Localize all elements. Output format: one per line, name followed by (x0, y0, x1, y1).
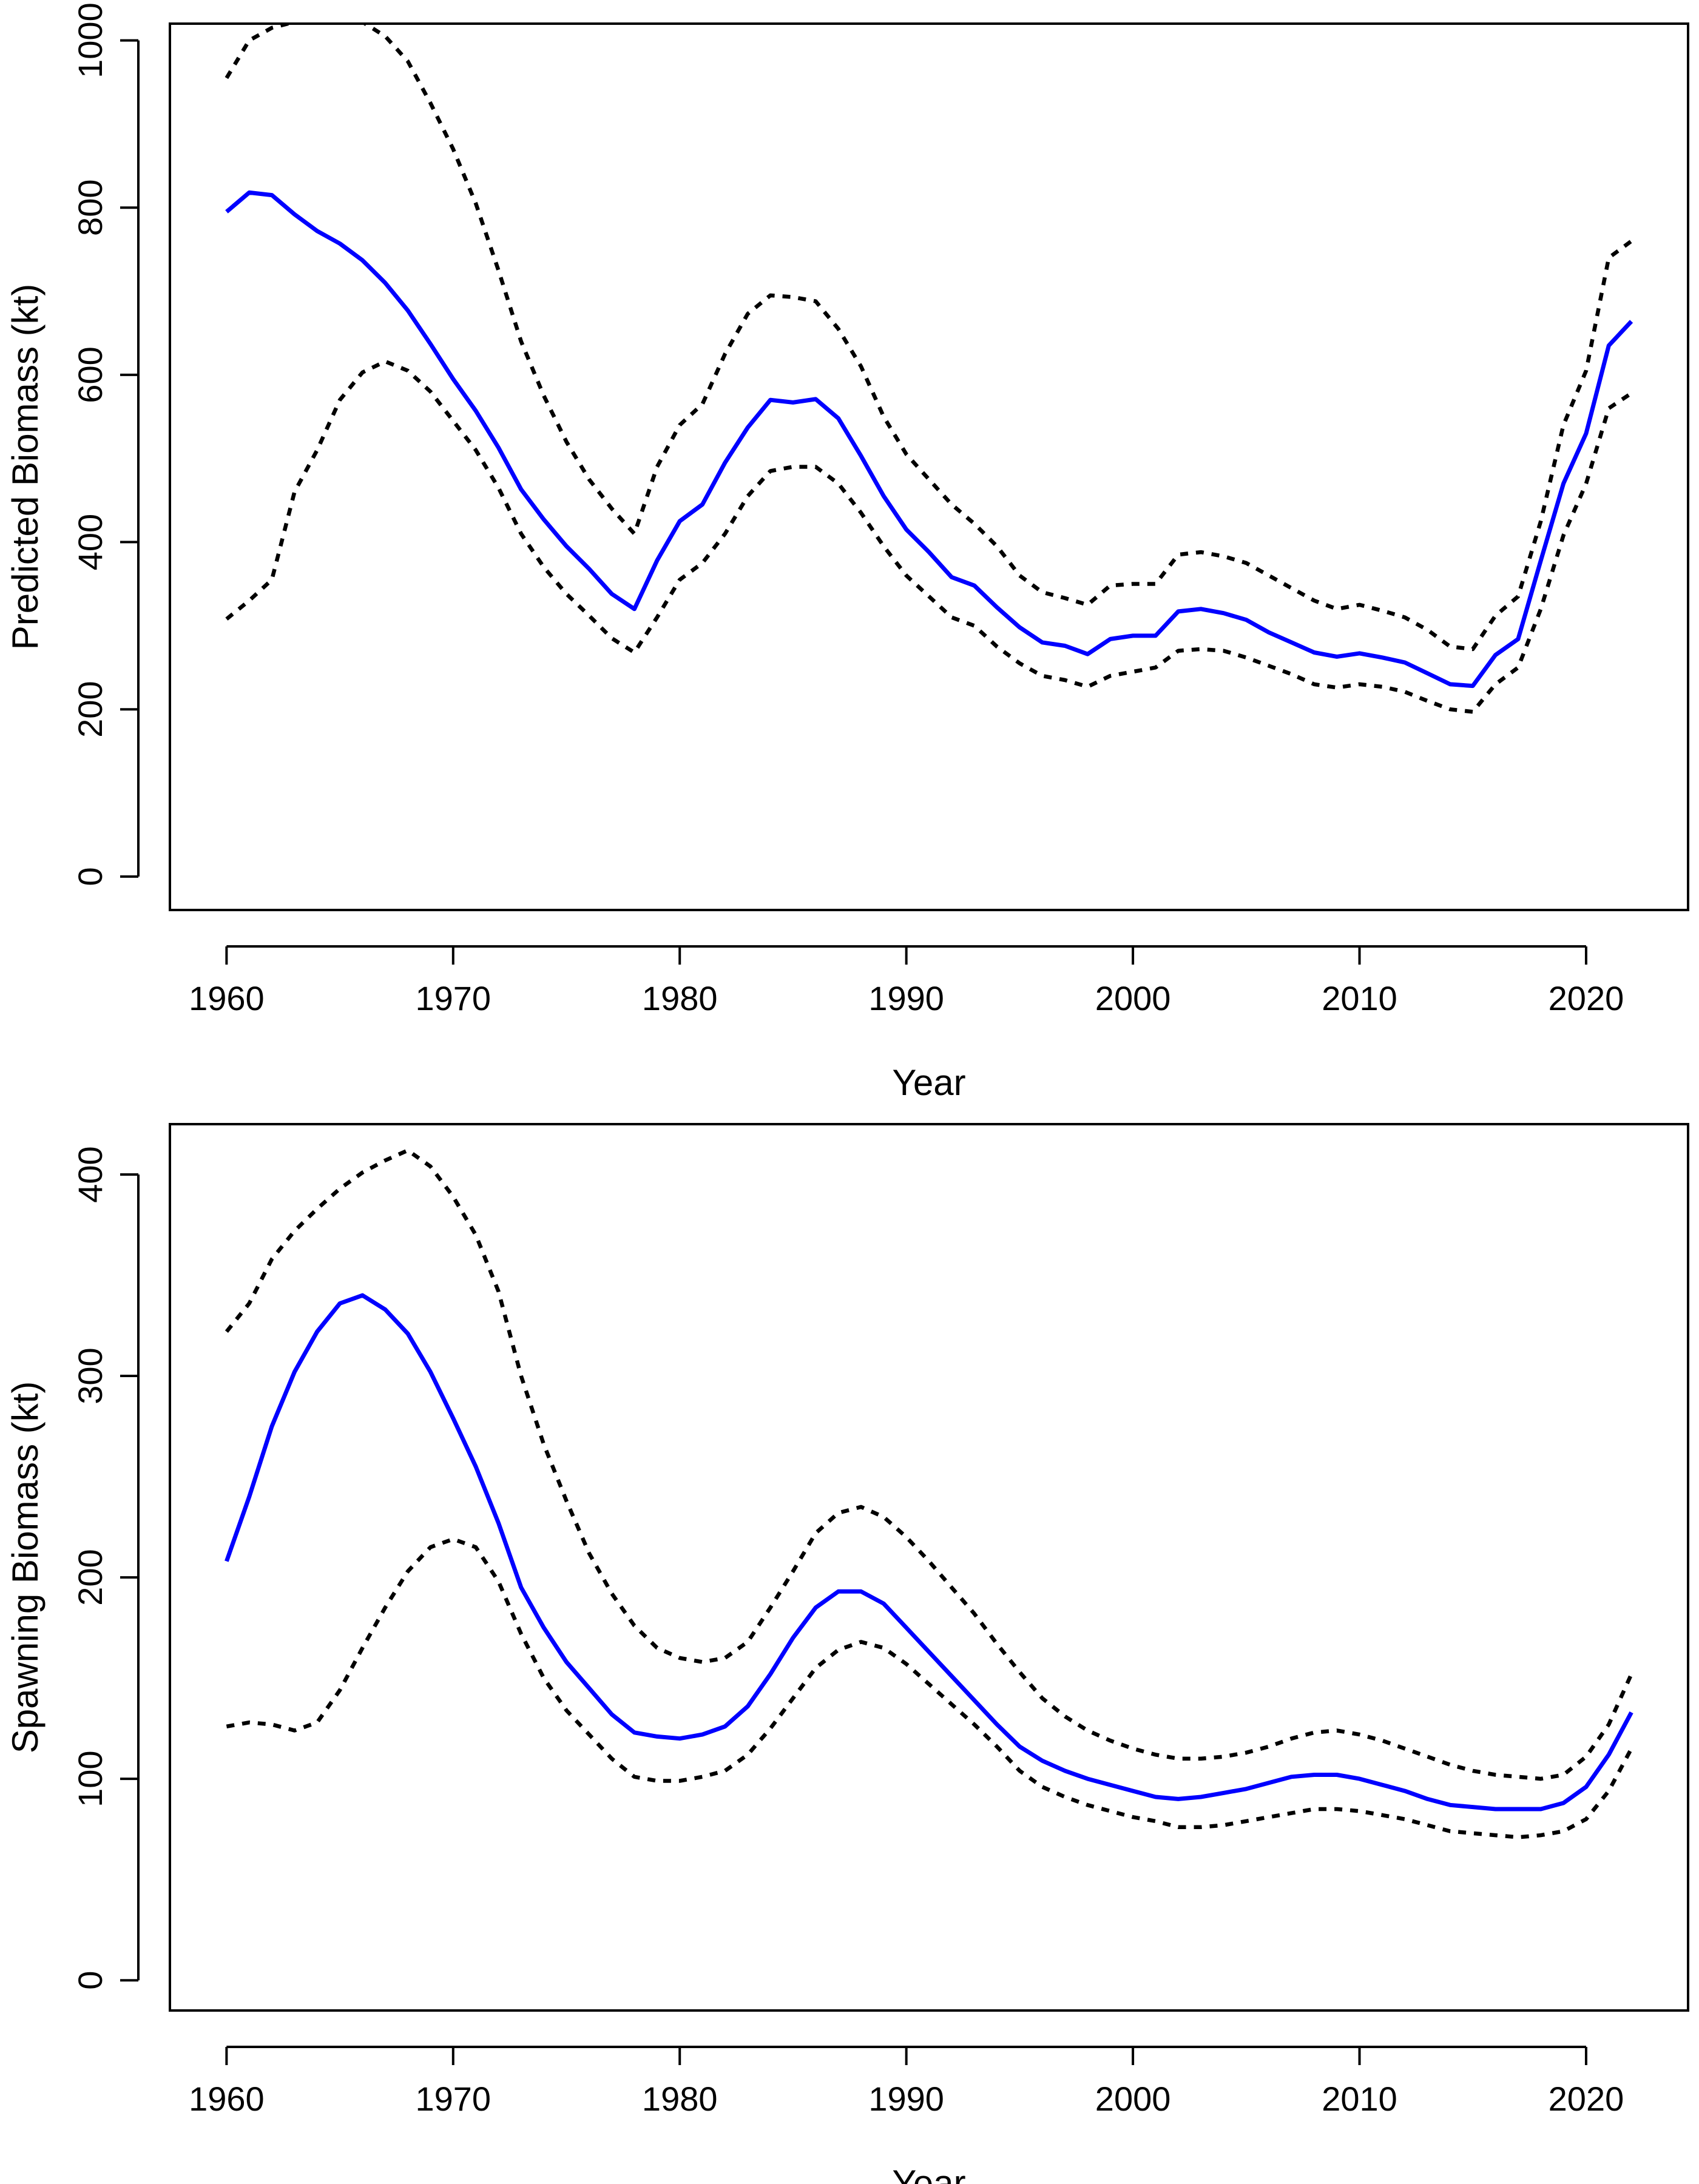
x-tick-label-predicted: 2020 (1549, 979, 1624, 1017)
axes-spawning: 1960 1970 1980 1990 2000 2010 2020 0 100 200 300 40… (71, 1146, 1624, 2118)
y-tick-label-predicted: 400 (71, 514, 109, 570)
y-tick-label-predicted: 1000 (71, 2, 109, 78)
y-tick-label-predicted: 200 (71, 681, 109, 737)
series-spawning (225, 1148, 1633, 1839)
x-tick-label-spawning: 2010 (1322, 2080, 1397, 2118)
x-tick-label-predicted: 1960 (189, 979, 265, 1017)
y-tick-label-spawning: 0 (71, 1971, 109, 1990)
y-tick-label-spawning: 200 (71, 1549, 109, 1605)
x-tick-label-spawning: 1980 (642, 2080, 718, 2118)
x-tick-label-spawning: 1990 (868, 2080, 944, 2118)
x-axis-title-predicted: Year (892, 1062, 965, 1103)
x-tick-label-predicted: 2000 (1095, 979, 1171, 1017)
x-tick-label-predicted: 1990 (868, 979, 944, 1017)
y-tick-label-spawning: 100 (71, 1750, 109, 1807)
chart-spawning-biomass: 1960 1970 1980 1990 2000 2010 2020 0 100 200 300 40… (5, 1123, 1689, 2184)
x-axis-title-spawning: Year (892, 2163, 965, 2184)
y-axis-title-spawning: Spawning Biomass (kt) (5, 1381, 46, 1754)
lower-bound-line-spawning (226, 1537, 1633, 1839)
x-tick-label-spawning: 1970 (416, 2080, 491, 2118)
y-tick-label-predicted: 0 (71, 867, 109, 886)
x-tick-label-predicted: 1980 (642, 979, 718, 1017)
y-tick-label-spawning: 300 (71, 1347, 109, 1404)
x-tick-label-spawning: 2020 (1549, 2080, 1624, 2118)
plot-frame-spawning (169, 1123, 1689, 2012)
y-tick-label-spawning: 400 (71, 1146, 109, 1202)
axes-predicted: 1960 1970 1980 1990 2000 2010 2020 0 200 400 600 80… (71, 2, 1624, 1017)
y-tick-label-predicted: 800 (71, 180, 109, 236)
x-tick-label-predicted: 2010 (1322, 979, 1397, 1017)
y-axis-title-predicted: Predicted Biomass (kt) (5, 284, 46, 650)
plot-frame-predicted (169, 22, 1689, 911)
x-tick-label-spawning: 1960 (189, 2080, 265, 2118)
estimate-line-spawning (225, 1293, 1633, 1812)
series-predicted (225, 24, 1633, 714)
chart-predicted-biomass: 1960 1970 1980 1990 2000 2010 2020 0 200 400 600 80… (5, 2, 1689, 1103)
estimate-line-predicted (225, 190, 1633, 689)
y-tick-label-predicted: 600 (71, 346, 109, 403)
x-tick-label-spawning: 2000 (1095, 2080, 1171, 2118)
lower-bound-line-predicted (225, 359, 1633, 714)
x-tick-label-predicted: 1970 (416, 979, 491, 1017)
